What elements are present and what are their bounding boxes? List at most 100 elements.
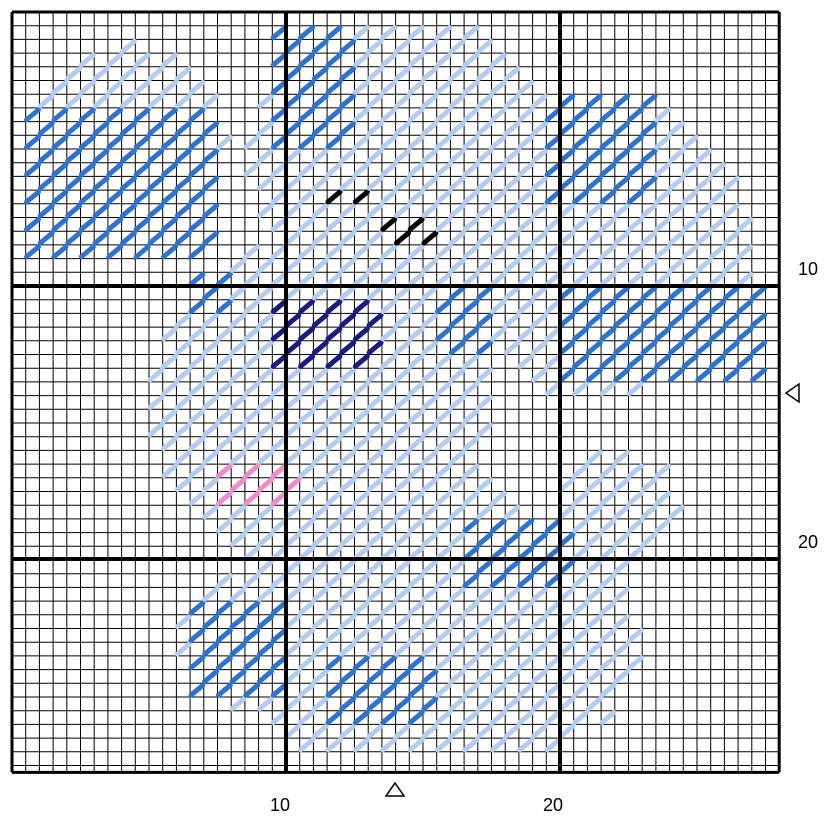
stitch xyxy=(407,134,425,150)
stitch xyxy=(270,189,288,205)
stitch xyxy=(476,367,494,383)
stitch xyxy=(106,52,124,68)
stitch xyxy=(544,107,562,123)
stitch xyxy=(462,436,480,452)
stitch xyxy=(311,367,329,383)
stitch xyxy=(709,189,727,205)
stitch xyxy=(352,162,370,178)
stitch xyxy=(448,422,466,438)
stitch xyxy=(503,531,521,547)
stitch xyxy=(558,175,576,191)
stitch xyxy=(421,531,439,547)
stitch xyxy=(380,436,398,452)
stitch xyxy=(421,66,439,82)
stitch xyxy=(339,394,357,410)
stitch xyxy=(119,120,137,136)
stitch xyxy=(681,353,699,369)
stitch xyxy=(256,586,274,602)
stitch xyxy=(298,216,316,232)
stitch xyxy=(119,203,137,219)
stitch xyxy=(407,162,425,178)
stitch xyxy=(229,641,247,657)
stitch xyxy=(298,79,316,95)
stitch xyxy=(654,326,672,342)
stitch xyxy=(366,285,384,301)
stitch xyxy=(133,244,151,260)
stitch xyxy=(599,655,617,671)
stitch xyxy=(243,463,261,479)
stitch xyxy=(572,299,590,315)
stitch xyxy=(352,463,370,479)
stitch xyxy=(325,600,343,616)
stitch xyxy=(352,627,370,643)
stitch xyxy=(709,162,727,178)
stitch xyxy=(393,312,411,328)
stitch xyxy=(530,175,548,191)
stitch xyxy=(202,641,220,657)
stitch xyxy=(503,285,521,301)
stitch xyxy=(380,162,398,178)
stitch xyxy=(298,326,316,342)
stitch xyxy=(298,573,316,589)
stitch xyxy=(476,422,494,438)
stitch xyxy=(284,203,302,219)
stitch xyxy=(380,79,398,95)
stitch xyxy=(626,655,644,671)
stitch xyxy=(736,353,754,369)
stitch xyxy=(215,408,233,424)
stitch xyxy=(256,340,274,356)
stitch xyxy=(393,148,411,164)
stitch xyxy=(681,216,699,232)
stitch xyxy=(517,299,535,315)
stitch xyxy=(243,353,261,369)
stitch xyxy=(174,120,192,136)
stitch xyxy=(366,230,384,246)
stitch xyxy=(215,490,233,506)
stitch xyxy=(448,230,466,246)
stitch xyxy=(393,66,411,82)
stitch xyxy=(366,477,384,493)
stitch xyxy=(339,559,357,575)
stitch xyxy=(311,586,329,602)
stitch xyxy=(613,449,631,465)
stitch xyxy=(407,463,425,479)
stitch xyxy=(119,230,137,246)
stitch xyxy=(722,312,740,328)
stitch xyxy=(530,230,548,246)
stitch xyxy=(188,162,206,178)
stitch xyxy=(256,477,274,493)
stitch xyxy=(585,230,603,246)
stitch xyxy=(435,518,453,534)
stitch xyxy=(667,203,685,219)
stitch xyxy=(311,175,329,191)
stitch xyxy=(517,244,535,260)
stitch xyxy=(256,559,274,575)
stitch xyxy=(270,216,288,232)
stitch xyxy=(51,134,69,150)
stitch xyxy=(462,299,480,315)
stitch xyxy=(654,271,672,287)
stitch xyxy=(421,641,439,657)
stitch xyxy=(298,408,316,424)
stitch xyxy=(380,518,398,534)
stitch xyxy=(435,244,453,260)
stitch xyxy=(435,162,453,178)
stitch xyxy=(476,586,494,602)
stitch xyxy=(229,614,247,630)
stitch xyxy=(339,312,357,328)
stitch xyxy=(435,299,453,315)
stitch xyxy=(65,230,83,246)
stitch xyxy=(380,25,398,41)
stitch xyxy=(407,353,425,369)
stitch xyxy=(476,120,494,136)
stitch xyxy=(435,134,453,150)
stitch xyxy=(476,203,494,219)
stitch xyxy=(558,586,576,602)
stitch xyxy=(613,175,631,191)
stitch xyxy=(462,25,480,41)
stitch xyxy=(325,216,343,232)
stitch xyxy=(448,394,466,410)
stitch xyxy=(339,723,357,739)
stitch xyxy=(366,367,384,383)
stitch xyxy=(243,134,261,150)
